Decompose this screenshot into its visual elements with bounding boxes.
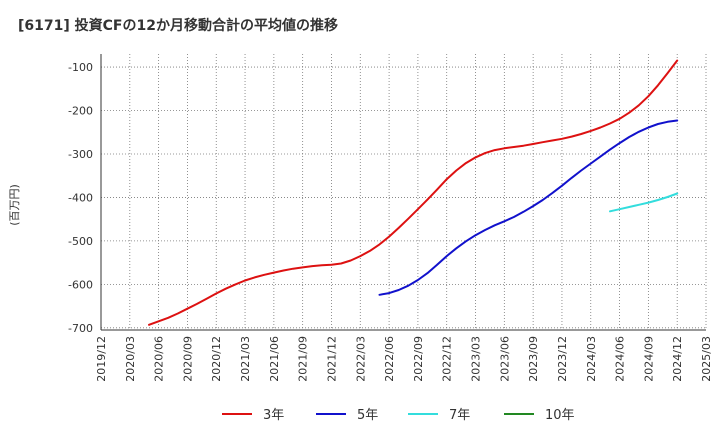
y-tick-label: -200: [68, 105, 93, 118]
chart-title: [6171] 投資CFの12か月移動合計の平均値の推移: [18, 17, 338, 34]
series-line-3: [609, 192, 679, 213]
legend: 3年 5年 7年 10年: [222, 408, 575, 423]
x-tick-label: 2022/06: [383, 336, 396, 382]
y-tick-label: -100: [68, 61, 93, 74]
x-tick-label: 2023/09: [527, 336, 540, 382]
y-tick-label: -700: [68, 322, 93, 335]
series-line-2: [378, 119, 679, 296]
series-layer: [148, 59, 679, 326]
x-tick-label: 2023/06: [498, 336, 511, 382]
x-tick-label: 2023/12: [556, 336, 569, 382]
series-line-1: [148, 59, 679, 326]
x-tick-label: 2024/06: [614, 336, 627, 382]
y-tick-label: -400: [68, 191, 93, 204]
x-tick-label: 2023/03: [470, 336, 483, 382]
x-tick-label: 2020/09: [181, 336, 194, 382]
y-tick-label: -500: [68, 235, 93, 248]
y-tick-label: -300: [68, 148, 93, 161]
x-tick-label: 2024/12: [671, 336, 684, 382]
legend-label: 7年: [449, 408, 470, 423]
x-tick-label: 2025/03: [700, 336, 713, 382]
x-tick-label: 2020/06: [153, 336, 166, 382]
x-tick-label: 2020/03: [124, 336, 137, 382]
x-tick-label: 2024/03: [585, 336, 598, 382]
legend-label: 3年: [263, 408, 284, 423]
y-axis-label: (百万円): [8, 184, 21, 226]
x-tick-label: 2021/06: [268, 336, 281, 382]
x-tick-label: 2022/12: [441, 336, 454, 382]
legend-label: 10年: [545, 408, 575, 423]
x-tick-label: 2019/12: [95, 336, 108, 382]
x-tick-label: 2022/09: [412, 336, 425, 382]
legend-label: 5年: [357, 408, 378, 423]
x-tick-label: 2021/09: [297, 336, 310, 382]
x-tick-label: 2022/03: [354, 336, 367, 382]
grid-layer: [100, 54, 707, 330]
x-tick-label: 2020/12: [210, 336, 223, 382]
x-tick-label: 2021/03: [239, 336, 252, 382]
x-tick-label: 2021/12: [325, 336, 338, 382]
y-tick-label: -600: [68, 278, 93, 291]
x-tick-label: 2024/09: [642, 336, 655, 382]
